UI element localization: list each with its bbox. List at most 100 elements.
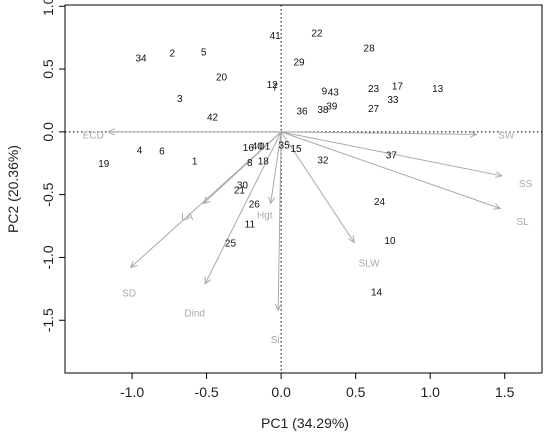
x-axis-ticks: -1.0 -0.5 0.0 0.5 1.0 1.5 <box>120 373 515 400</box>
point-label-5: 5 <box>201 47 207 58</box>
vector-line <box>204 131 282 285</box>
x-tick-label: 1.5 <box>495 384 515 400</box>
point-label-11: 11 <box>245 219 256 230</box>
point-label-41: 41 <box>270 31 282 42</box>
point-label-1: 1 <box>192 157 198 168</box>
x-tick-label: 0.5 <box>346 384 366 400</box>
x-tick-label: -1.0 <box>120 384 144 400</box>
vector-hgt: Hgt <box>257 131 282 222</box>
point-label-27: 27 <box>368 104 380 115</box>
y-axis-title: PC2 (20.36%) <box>5 145 21 233</box>
point-label-23: 23 <box>368 84 380 95</box>
x-tick-label: 1.0 <box>420 384 440 400</box>
vector-arrowhead <box>347 235 355 244</box>
vector-line <box>270 131 282 204</box>
vector-si: Si <box>271 131 282 346</box>
vector-line <box>130 131 282 268</box>
vector-arrowhead <box>107 128 115 136</box>
point-label-20: 20 <box>216 72 228 83</box>
vector-label: ECD <box>83 130 104 141</box>
vector-dind: Dind <box>184 131 282 320</box>
point-label-19: 19 <box>98 159 110 170</box>
plot-frame <box>64 4 543 374</box>
vector-label: Hgt <box>257 211 273 222</box>
point-label-28: 28 <box>364 44 376 55</box>
point-label-13: 13 <box>432 84 444 95</box>
point-label-34: 34 <box>135 54 147 65</box>
point-label-35: 35 <box>279 140 291 151</box>
point-label-37: 37 <box>386 150 398 161</box>
vector-ecd: ECD <box>83 128 282 141</box>
point-label-16: 16 <box>243 143 255 154</box>
vector-label: SLW <box>359 258 380 269</box>
point-label-7: 7 <box>272 83 278 94</box>
vector-arrowhead <box>202 196 211 205</box>
point-label-30: 30 <box>237 181 249 192</box>
x-tick-label: -0.5 <box>195 384 219 400</box>
point-label-24: 24 <box>374 197 386 208</box>
loading-vectors: ECD SW SS SL SLW Hgt LA SD Dind Si <box>83 128 533 346</box>
point-label-43: 43 <box>328 88 340 99</box>
point-label-36: 36 <box>296 106 308 117</box>
vector-label: SW <box>498 130 515 141</box>
vector-label: SD <box>122 289 136 300</box>
point-label-38: 38 <box>317 105 329 116</box>
vector-line <box>277 131 282 311</box>
y-tick-label: -0.5 <box>40 182 56 206</box>
vector-arrowhead <box>469 130 478 138</box>
y-tick-label: 0.0 <box>40 122 56 142</box>
point-label-12: 12 <box>267 80 279 91</box>
vector-arrowhead <box>494 171 503 179</box>
point-label-32: 32 <box>317 155 329 166</box>
point-label-8: 8 <box>247 158 253 169</box>
point-label-3: 3 <box>177 94 183 105</box>
vector-label: Si <box>271 335 280 346</box>
vector-line <box>281 131 502 177</box>
y-axis-ticks: 1.0 0.5 0.0 -0.5 -1.0 -1.5 <box>40 0 65 332</box>
vector-label: Dind <box>184 309 205 320</box>
y-tick-label: 1.0 <box>40 0 56 16</box>
point-label-15: 15 <box>290 144 302 155</box>
point-label-01: 01 <box>259 142 271 153</box>
point-label-2: 2 <box>170 49 176 60</box>
vector-arrowhead <box>204 276 211 285</box>
vector-ss: SS <box>281 131 533 190</box>
x-tick-label: 0.0 <box>271 384 291 400</box>
point-label-18: 18 <box>258 157 270 168</box>
point-label-10: 10 <box>384 236 396 247</box>
vector-line <box>281 131 477 135</box>
reference-lines <box>65 5 542 373</box>
point-label-21: 21 <box>234 186 246 197</box>
vector-arrowhead <box>274 303 282 312</box>
point-label-39: 39 <box>326 101 338 112</box>
point-label-25: 25 <box>225 238 237 249</box>
vector-line <box>280 131 501 209</box>
point-label-26: 26 <box>249 199 261 210</box>
vector-arrowhead <box>268 196 276 205</box>
vector-arrowhead <box>493 203 502 210</box>
point-label-6: 6 <box>159 147 165 158</box>
point-label-33: 33 <box>387 95 399 106</box>
vector-line <box>280 131 355 243</box>
point-label-22: 22 <box>311 29 323 40</box>
vector-slw: SLW <box>280 131 380 269</box>
point-label-4: 4 <box>137 145 143 156</box>
vector-label: SL <box>517 217 530 228</box>
point-label-42: 42 <box>207 113 219 124</box>
point-label-14: 14 <box>371 287 383 298</box>
vector-label: SS <box>519 179 533 190</box>
vector-sw: SW <box>281 130 515 141</box>
point-label-29: 29 <box>293 57 305 68</box>
point-label-17: 17 <box>392 81 404 92</box>
y-tick-label: 0.5 <box>40 59 56 79</box>
point-label-9: 9 <box>322 86 328 97</box>
y-tick-label: -1.0 <box>40 245 56 269</box>
vector-sl: SL <box>280 131 530 228</box>
vector-arrowhead <box>129 260 138 269</box>
vector-label: LA <box>181 212 194 223</box>
x-axis-title: PC1 (34.29%) <box>261 415 349 431</box>
y-tick-label: -1.5 <box>40 308 56 332</box>
point-label-40: 40 <box>252 142 264 153</box>
